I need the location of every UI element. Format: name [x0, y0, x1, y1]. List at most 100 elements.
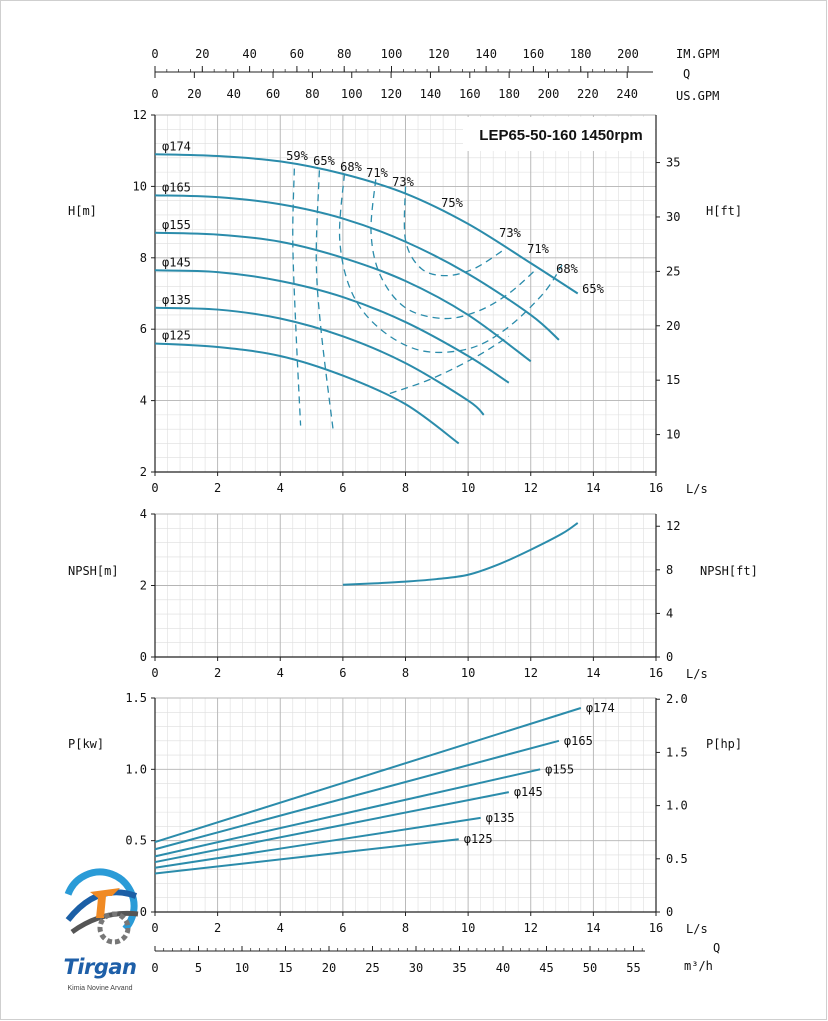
y-tick-label: 0.5 [125, 834, 147, 848]
y-tick-label: 6 [140, 322, 147, 336]
efficiency-contour-2 [338, 173, 563, 354]
y2-tick-label: 25 [666, 264, 680, 278]
x-tick-label: 2 [214, 666, 221, 680]
top-tick-label-im: 200 [617, 47, 639, 61]
head-curve-2 [154, 231, 532, 363]
x-tick-label: 0 [151, 666, 158, 680]
top-tick-label-us: 100 [341, 87, 363, 101]
x-tick-label: 8 [402, 921, 409, 935]
y-tick-label: 4 [140, 394, 147, 408]
efficiency-label: 73% [392, 175, 414, 189]
efficiency-contour-5 [389, 335, 510, 395]
y-tick-label: 4 [140, 507, 147, 521]
power-curve-label: φ135 [486, 811, 515, 825]
efficiency-contour-1 [315, 170, 335, 433]
x-tick-label: 10 [461, 666, 475, 680]
bottom-tick-label: 15 [278, 961, 292, 975]
bottom-tick-label: 5 [195, 961, 202, 975]
top-tick-label-us: 220 [577, 87, 599, 101]
y2-tick-label: 12 [666, 519, 680, 533]
x-tick-label: 6 [339, 921, 346, 935]
power-curve-label: φ174 [586, 701, 615, 715]
logo-wordmark: Tirgan [63, 955, 137, 979]
x-tick-label: 4 [277, 481, 284, 495]
x-tick-label: 16 [649, 666, 663, 680]
top-tick-label-us: 240 [616, 87, 638, 101]
panel-head [151, 114, 660, 476]
top-tick-label-us: 160 [459, 87, 481, 101]
y2-tick-label: 0.5 [666, 852, 688, 866]
top-tick-label-im: 60 [290, 47, 304, 61]
y-axis-label: P[kw] [68, 737, 104, 751]
bottom-tick-label: 50 [583, 961, 597, 975]
y-tick-label: 2 [140, 465, 147, 479]
y-tick-label: 12 [133, 108, 147, 122]
power-curve-5 [154, 838, 459, 875]
bottom-tick-label: 25 [365, 961, 379, 975]
power-curve-label: φ145 [514, 785, 543, 799]
head-curve-3 [154, 269, 510, 384]
top-tick-label-im: 20 [195, 47, 209, 61]
panel-power [151, 697, 660, 916]
efficiency-label: 65% [582, 282, 604, 296]
top-tick-label-us: 120 [380, 87, 402, 101]
title-box [463, 117, 655, 151]
bottom-axis-label-q: Q [713, 941, 720, 955]
x-axis-unit-label: L/s [686, 482, 708, 496]
power-curve-label: φ125 [464, 832, 493, 846]
power-curve-label: φ165 [564, 734, 593, 748]
y-tick-label: 2 [140, 579, 147, 593]
y2-axis-label: NPSH[ft] [700, 564, 758, 578]
top-tick-label-us: 20 [187, 87, 201, 101]
x-tick-label: 8 [402, 666, 409, 680]
top-tick-label-us: 200 [538, 87, 560, 101]
y2-axis-label: H[ft] [706, 204, 742, 218]
y2-tick-label: 20 [666, 319, 680, 333]
top-tick-label-im: 180 [570, 47, 592, 61]
efficiency-contour-3 [370, 179, 538, 320]
y2-axis-label: P[hp] [706, 737, 742, 751]
x-tick-label: 0 [151, 921, 158, 935]
x-tick-label: 12 [524, 666, 538, 680]
x-tick-label: 6 [339, 666, 346, 680]
power-curve-0 [154, 707, 582, 844]
y2-tick-label: 2.0 [666, 692, 688, 706]
y2-tick-label: 30 [666, 210, 680, 224]
head-curve-label: φ145 [162, 255, 191, 269]
logo-emblem-icon [62, 868, 139, 945]
top-tick-label-im: 100 [381, 47, 403, 61]
y-tick-label: 10 [133, 179, 147, 193]
x-tick-label: 10 [461, 481, 475, 495]
y2-tick-label: 0 [666, 905, 673, 919]
efficiency-contour-4 [403, 186, 503, 277]
efficiency-label: 59% [286, 149, 308, 163]
x-tick-label: 4 [277, 921, 284, 935]
efficiency-label: 68% [556, 262, 578, 276]
panel-npsh [151, 513, 660, 661]
y-axis-label: H[m] [68, 204, 97, 218]
x-tick-label: 12 [524, 921, 538, 935]
tirgan-logo: Tirgan Kimia Novine Arvand [50, 862, 150, 1002]
x-tick-label: 14 [586, 481, 600, 495]
x-tick-label: 6 [339, 481, 346, 495]
x-tick-label: 16 [649, 481, 663, 495]
head-curve-4 [154, 306, 485, 416]
bottom-tick-label: 10 [235, 961, 249, 975]
top-tick-label-us: 140 [420, 87, 442, 101]
x-tick-label: 14 [586, 666, 600, 680]
y2-tick-label: 10 [666, 428, 680, 442]
bottom-axis-unit: m³/h [684, 959, 713, 973]
y-tick-label: 1.5 [125, 691, 147, 705]
bottom-tick-label: 40 [496, 961, 510, 975]
bottom-tick-label: 55 [626, 961, 640, 975]
efficiency-label: 68% [340, 160, 362, 174]
top-tick-label-us: 0 [151, 87, 158, 101]
top-tick-label-im: 140 [475, 47, 497, 61]
chart-title: LEP65-50-160 1450rpm [479, 127, 642, 144]
head-curve-label: φ155 [162, 218, 191, 232]
top-axis-label-us: US.GPM [676, 89, 719, 103]
npsh-curve [342, 522, 579, 586]
y-tick-label: 8 [140, 251, 147, 265]
top-tick-label-us: 180 [498, 87, 520, 101]
